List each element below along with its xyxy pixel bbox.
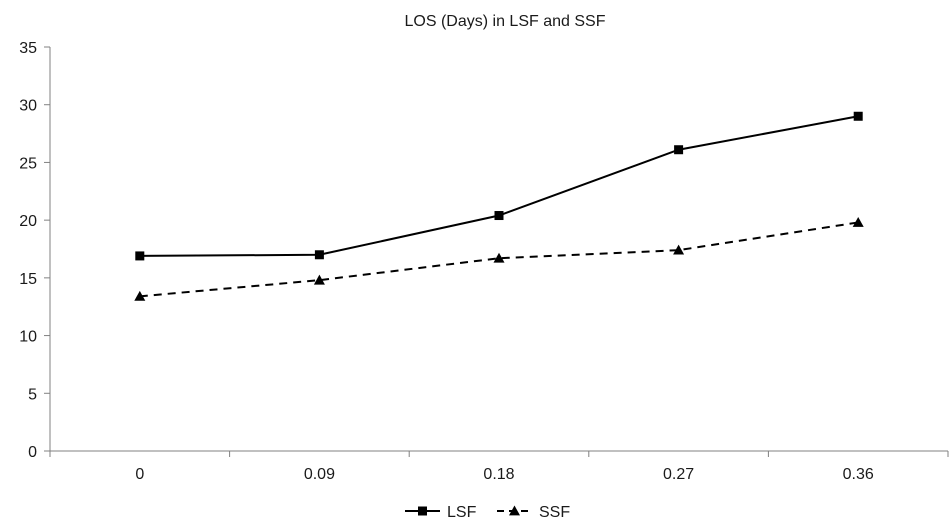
data-point-lsf [674, 145, 684, 155]
series-ssf [134, 216, 864, 301]
y-tick-label: 20 [19, 213, 37, 230]
legend-marker [509, 505, 520, 516]
data-point-ssf [313, 274, 325, 285]
y-tick-label: 15 [19, 271, 37, 288]
y-axis: 0 5 10 15 20 25 30 35 [19, 40, 51, 461]
y-tick-label: 25 [19, 155, 37, 172]
data-point-lsf [853, 111, 863, 121]
x-tick-label: 0.27 [663, 466, 694, 483]
data-point-ssf [673, 244, 685, 255]
y-tick-label: 30 [19, 98, 37, 115]
legend-item-ssf: SSF [497, 504, 570, 519]
x-tick-label: 0 [135, 466, 144, 483]
x-tick-label: 0.09 [304, 466, 335, 483]
series-layer [134, 111, 864, 301]
series-line-lsf [139, 115, 859, 257]
data-point-lsf [135, 251, 145, 261]
data-point-lsf [314, 250, 324, 260]
y-tick-label: 5 [28, 386, 37, 403]
x-axis: 0 0.09 0.18 0.27 0.36 [49, 450, 949, 483]
legend-label: LSF [447, 504, 477, 519]
legend-marker [418, 506, 427, 516]
y-tick-label: 10 [19, 329, 37, 346]
x-tick-label: 0.36 [843, 466, 874, 483]
legend-label: SSF [539, 504, 570, 519]
data-point-ssf [493, 252, 505, 263]
series-lsf [135, 111, 863, 261]
data-point-lsf [494, 211, 504, 221]
y-tick-label: 35 [19, 40, 37, 57]
legend: LSF SSF [405, 504, 570, 519]
chart-title: LOS (Days) in LSF and SSF [405, 13, 606, 30]
data-point-ssf [852, 216, 864, 227]
x-tick-label: 0.18 [483, 466, 514, 483]
y-tick-label: 0 [28, 444, 37, 461]
data-point-ssf [134, 290, 146, 301]
legend-item-lsf: LSF [405, 504, 477, 519]
